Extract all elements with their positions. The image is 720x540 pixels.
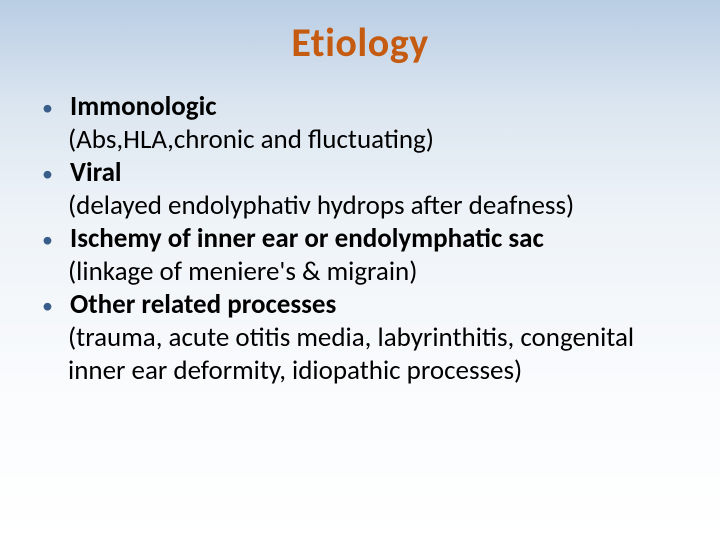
bullet-head: Immonologic	[70, 91, 217, 124]
bullet-icon: •	[40, 223, 70, 256]
bullet-sub: (Abs,HLA,chronic and fluctuating)	[68, 124, 680, 157]
bullet-item: • Other related processes	[40, 289, 680, 322]
bullet-head: Other related processes	[70, 289, 336, 322]
slide-content: • Immonologic (Abs,HLA,chronic and fluct…	[0, 73, 720, 388]
bullet-item: • Immonologic	[40, 91, 680, 124]
bullet-sub: (delayed endolyphativ hydrops after deaf…	[68, 190, 680, 223]
bullet-item: • Viral	[40, 157, 680, 190]
bullet-head: Ischemy of inner ear or endolymphatic sa…	[70, 223, 544, 256]
bullet-head: Viral	[70, 157, 122, 190]
bullet-item: • Ischemy of inner ear or endolymphatic …	[40, 223, 680, 256]
bullet-sub: (linkage of meniere's & migrain)	[68, 256, 680, 289]
bullet-icon: •	[40, 157, 70, 190]
bullet-sub: (trauma, acute otitis media, labyrinthit…	[68, 322, 680, 388]
bullet-icon: •	[40, 289, 70, 322]
slide: Etiology • Immonologic (Abs,HLA,chronic …	[0, 0, 720, 540]
bullet-icon: •	[40, 91, 70, 124]
slide-title: Etiology	[0, 0, 720, 73]
